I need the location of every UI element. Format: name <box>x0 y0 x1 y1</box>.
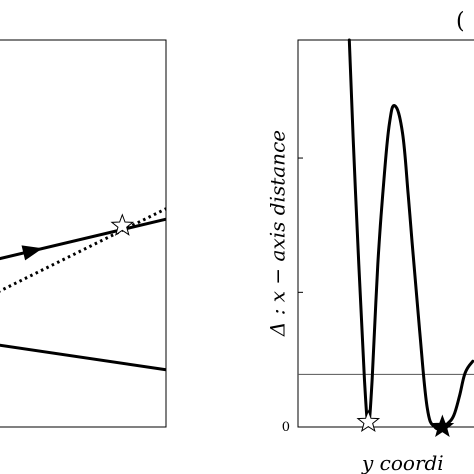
right-y-tick-label: 0 <box>282 420 290 435</box>
left-series-line-2 <box>0 207 167 293</box>
right-distance-curve <box>347 38 474 431</box>
right-y-axis-title: Δ : x − axis distance <box>266 130 290 337</box>
right-series-group <box>347 38 474 431</box>
right-plot-panel: 0 Δ : x − axis distance y coordi ( <box>266 9 474 474</box>
left-plot-panel <box>0 39 167 428</box>
right-panel-label: ( <box>456 9 465 34</box>
left-plot-frame <box>0 39 167 428</box>
right-filled-star-marker <box>430 414 455 438</box>
right-ticks-group: 0 <box>282 157 303 435</box>
left-series-line-3 <box>0 343 167 372</box>
right-plot-frame <box>297 39 474 428</box>
right-markers-group <box>356 409 455 438</box>
left-markers-group <box>21 213 135 261</box>
right-open-star-marker <box>356 409 381 433</box>
right-x-axis-title: y coordi <box>361 451 444 474</box>
left-direction-arrowhead <box>21 245 43 261</box>
left-series-group <box>0 207 167 372</box>
left-open-star-marker <box>110 213 135 236</box>
